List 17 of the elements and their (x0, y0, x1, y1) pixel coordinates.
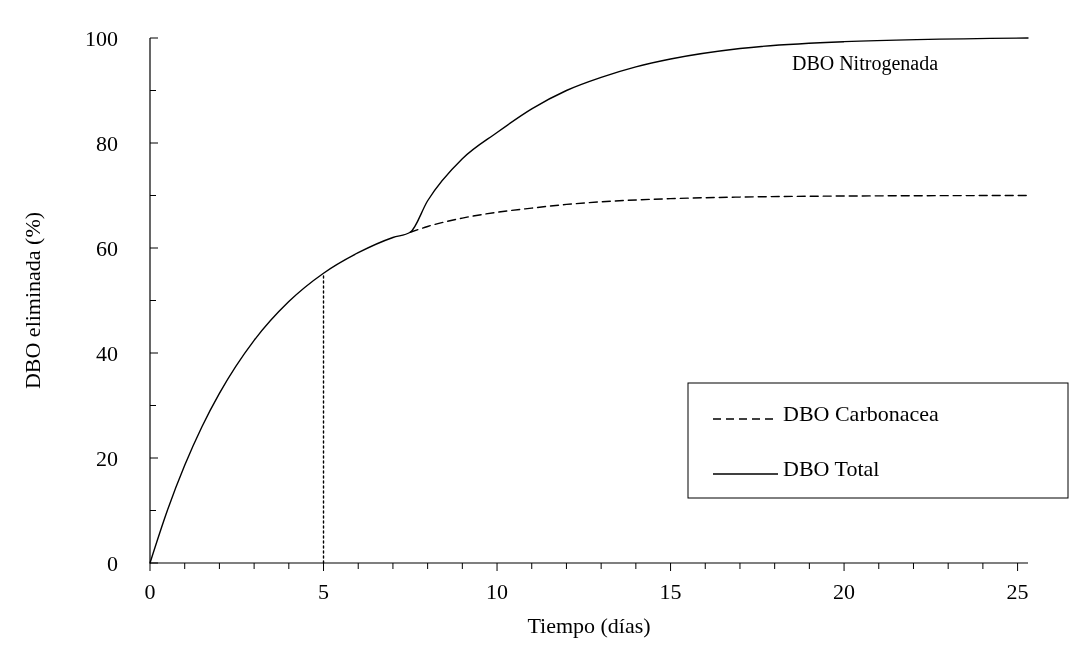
x-tick-label: 5 (318, 579, 330, 604)
x-tick-label: 15 (659, 579, 682, 604)
x-tick-label: 10 (486, 579, 509, 604)
annotation: DBO Nitrogenada (791, 52, 939, 75)
y-tick-label: 100 (85, 25, 118, 51)
y-axis-title: DBO eliminada (%) (20, 211, 45, 390)
x-tick-label: 20 (833, 579, 856, 604)
y-tick-label: 40 (96, 340, 118, 366)
y-tick-label: 0 (107, 550, 118, 576)
x-axis-title: Tiempo (días) (527, 613, 651, 638)
legend-label: DBO Carbonacea (783, 400, 940, 426)
legend-label: DBO Total (783, 455, 880, 481)
x-tick-label: 25 (1006, 579, 1029, 604)
x-tick-label: 0 (144, 579, 156, 604)
y-tick-label: 80 (96, 130, 118, 156)
y-tick-label: 20 (96, 445, 118, 471)
y-tick-label: 60 (96, 235, 118, 261)
